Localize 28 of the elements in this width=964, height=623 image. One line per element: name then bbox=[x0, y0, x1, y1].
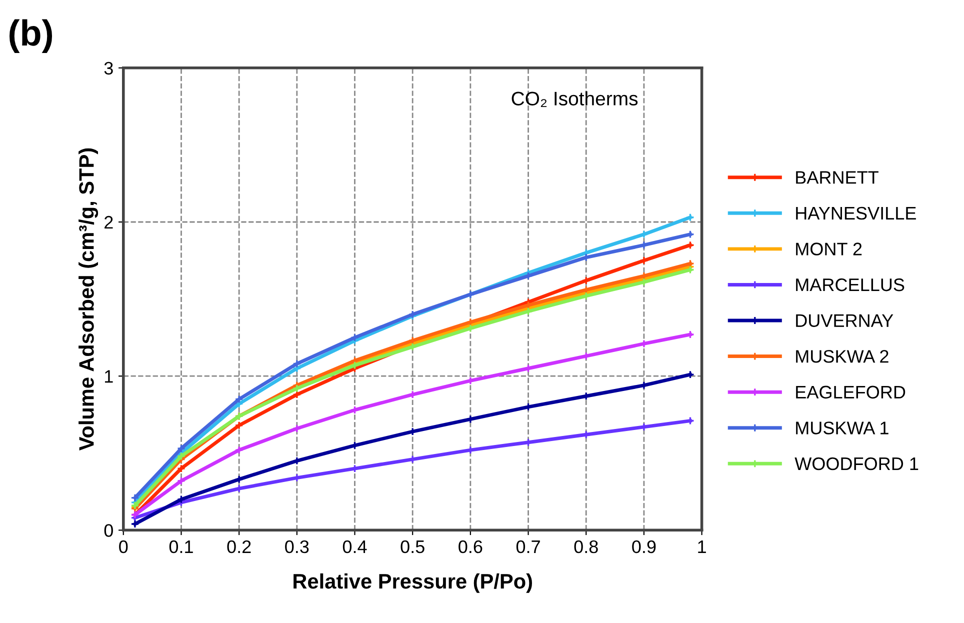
y-tick-label: 2 bbox=[104, 216, 113, 229]
x-tick-label: 0 bbox=[119, 540, 128, 554]
x-tick-label: 1 bbox=[698, 540, 706, 553]
legend-label: BARNETT bbox=[796, 171, 878, 184]
x-axis-title: Relative Pressure (P/Po) bbox=[294, 573, 532, 593]
y-axis-title: Volume Adsorbed (cm³/g, STP) bbox=[78, 148, 98, 451]
legend-label: EAGLEFORD bbox=[796, 386, 906, 399]
legend-label: DUVERNAY bbox=[796, 314, 894, 327]
legend-label: MUSKWA 1 bbox=[796, 422, 888, 434]
y-tick-label: 1 bbox=[105, 370, 113, 383]
legend-label: HAYNESVILLE bbox=[796, 206, 916, 220]
legend-label: WOODFORD 1 bbox=[794, 457, 918, 470]
x-tick-label: 0.5 bbox=[400, 540, 424, 554]
x-tick-label: 0.6 bbox=[458, 540, 482, 554]
y-tick-label: 0 bbox=[104, 524, 113, 537]
x-tick-label: 0.1 bbox=[169, 540, 193, 554]
y-tick-label: 3 bbox=[104, 62, 113, 75]
x-tick-label: 0.9 bbox=[632, 540, 656, 554]
legend-label: MARCELLUS bbox=[796, 278, 904, 292]
x-tick-label: 0.7 bbox=[516, 540, 540, 554]
x-tick-label: 0.2 bbox=[227, 540, 251, 554]
x-tick-label: 0.3 bbox=[285, 540, 309, 554]
x-tick-label: 0.4 bbox=[342, 540, 367, 554]
annotation: CO₂ Isotherms bbox=[512, 91, 638, 107]
text: (b) bbox=[10, 19, 52, 53]
legend-label: MONT 2 bbox=[796, 242, 862, 256]
legend-label: MUSKWA 2 bbox=[796, 350, 888, 363]
x-tick-label: 0.8 bbox=[574, 540, 598, 554]
